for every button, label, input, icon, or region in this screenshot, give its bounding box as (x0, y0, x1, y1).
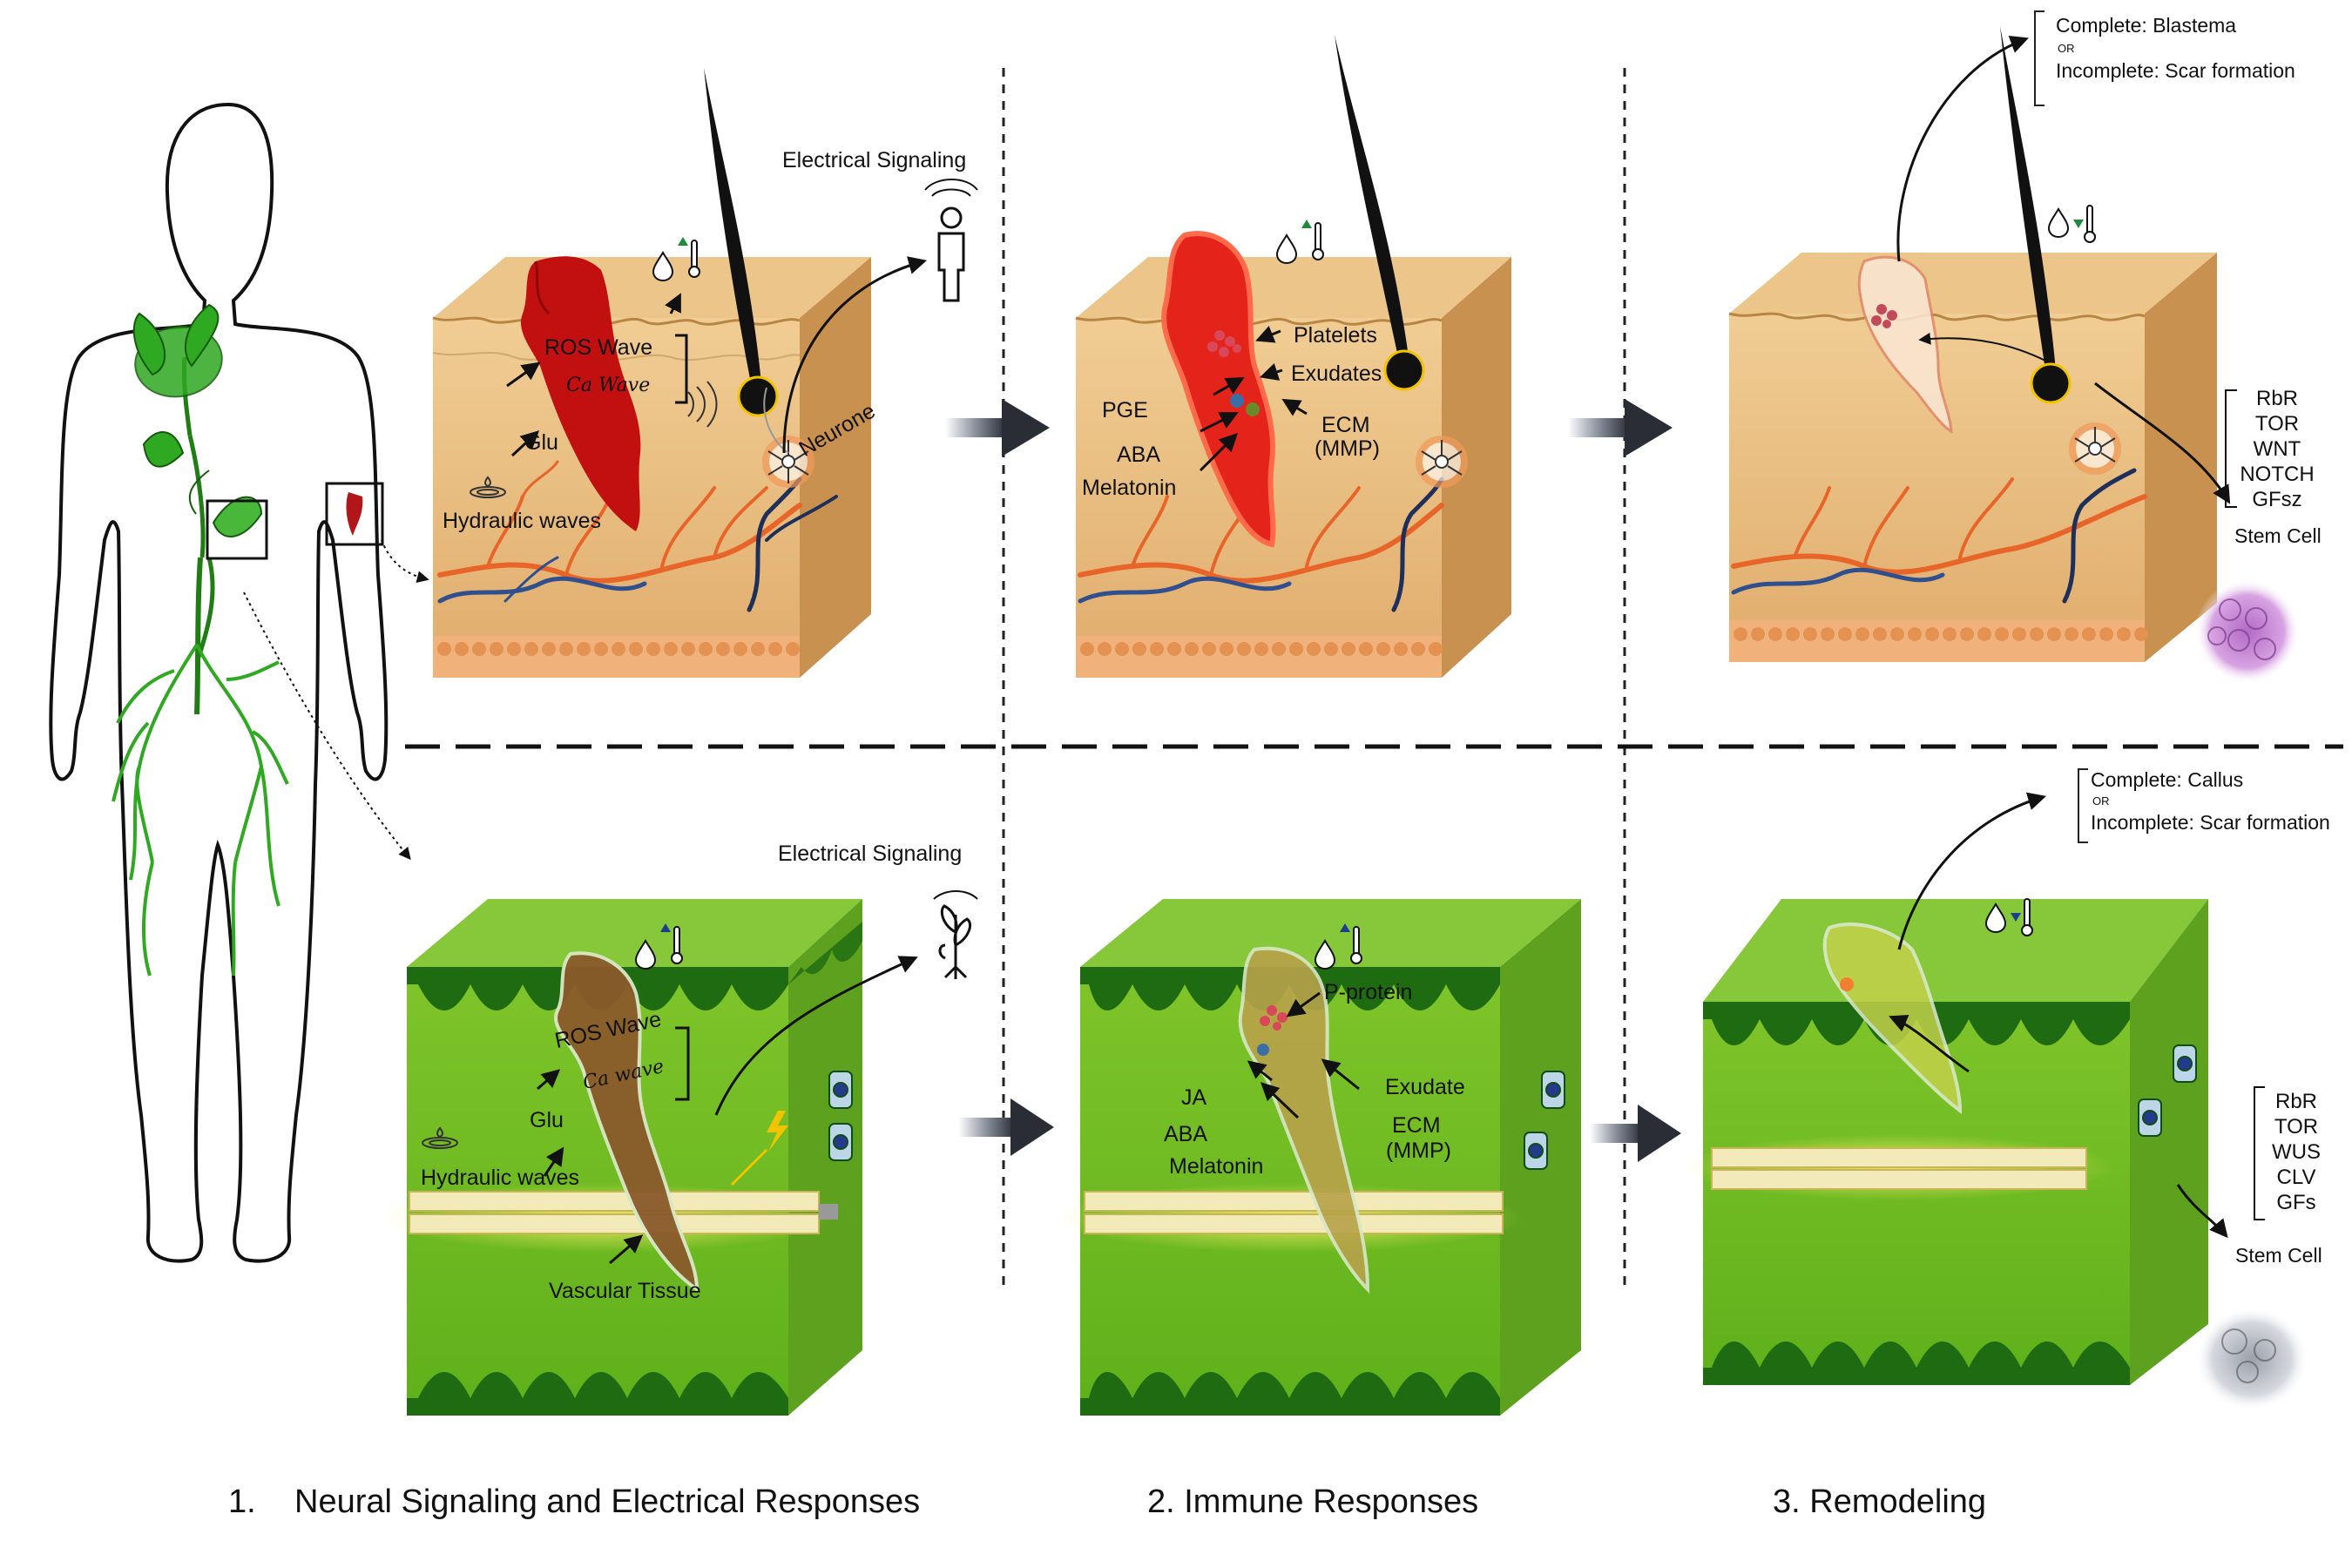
ph-drop-icon (2047, 205, 2096, 243)
skin-cube-3 (1728, 26, 2217, 662)
plant-wound-1 (554, 951, 700, 1293)
ecm-label-human: ECM (1321, 413, 1370, 437)
ripple-icon (422, 1126, 458, 1149)
melatonin-label-plant: Melatonin (1169, 1154, 1264, 1179)
transition-arrow-3 (958, 1098, 1054, 1156)
ripple-icon (470, 476, 506, 498)
outcome-complete-plant: Complete: Callus (2091, 768, 2244, 791)
hair-shaft-3 (2000, 26, 2056, 370)
stem-cell-icon (2195, 1307, 2308, 1411)
pathway-item: GFsz (2252, 488, 2302, 511)
ph-drop-icon (1314, 923, 1362, 970)
exudates-label: Exudates (1291, 362, 1382, 386)
stem-cell-icon (2195, 579, 2300, 684)
zoom-arrow-plant (243, 591, 411, 861)
pathway-item: NOTCH (2240, 463, 2315, 486)
aba-label-human: ABA (1117, 443, 1161, 467)
pathway-item: TOR (2254, 412, 2300, 436)
transition-arrow-2 (1568, 399, 1673, 456)
electrical-signaling-plant: Electrical Signaling (778, 841, 963, 866)
electrical-signaling-human: Electrical Signaling (782, 148, 967, 172)
lightning-icon (767, 1111, 788, 1152)
ph-drop-icon (1984, 898, 2033, 936)
ph-drop-icon (634, 923, 683, 970)
outcome-or-plant: OR (2092, 794, 2110, 808)
section-title-immune: 2. Immune Responses (1147, 1484, 1479, 1520)
pge-label: PGE (1102, 398, 1148, 422)
plant-cube-2 (1054, 899, 1581, 1416)
ja-label: JA (1181, 1085, 1207, 1110)
platelet-cluster (1207, 330, 1241, 357)
outcome-or-human: OR (2058, 42, 2075, 55)
hydraulic-waves-plant: Hydraulic waves (421, 1166, 580, 1190)
ecm-label-plant: ECM (1392, 1113, 1441, 1138)
plant-zoom-box (206, 499, 268, 560)
glu-plant: Glu (530, 1108, 564, 1132)
inner-plant (112, 303, 289, 977)
pathway-item: RbR (2255, 387, 2298, 410)
platelets-label: Platelets (1294, 323, 1377, 348)
leaf-cluster (132, 303, 263, 537)
section-title-neural: Neural Signaling and Electrical Response… (294, 1484, 921, 1520)
vascular-bundle (379, 1183, 838, 1253)
ros-wave-human: ROS Wave (544, 335, 653, 360)
pathway-list-plant: RbR TOR WUS CLV GFs (2265, 1089, 2328, 1215)
zoom-arrow-skin (381, 539, 429, 584)
pathway-item: RbR (2274, 1090, 2317, 1113)
arm-wound (346, 492, 363, 536)
pathway-item: TOR (2274, 1115, 2319, 1139)
melatonin-label-human: Melatonin (1082, 476, 1177, 500)
mmp-label-human: (MMP) (1315, 436, 1380, 461)
skin-wound-1 (521, 256, 641, 531)
plant-cube-1 (379, 899, 862, 1416)
outcome-bracket-plant (2078, 768, 2088, 843)
skin-wound-3 (1857, 255, 1953, 434)
plant-cube-3 (1681, 898, 2208, 1385)
pathway-item: WNT (2253, 437, 2301, 461)
outcome-incomplete-plant: Incomplete: Scar formation (2091, 811, 2330, 834)
pathway-item: GFs (2276, 1191, 2316, 1214)
outcome-incomplete-human: Incomplete: Scar formation (2056, 59, 2295, 82)
glu-human: Glu (524, 430, 558, 455)
aba-label-plant: ABA (1164, 1122, 1208, 1146)
ph-drop-icon (652, 237, 700, 282)
vascular-tissue-label: Vascular Tissue (549, 1279, 701, 1303)
section-title-remodeling: 3. Remodeling (1773, 1484, 1987, 1520)
stem-cell-label-plant: Stem Cell (2235, 1244, 2322, 1267)
neuron-cell (762, 436, 814, 488)
skin-zoom-box (325, 482, 384, 546)
pathway-list-human: RbR TOR WNT NOTCH GFsz (2237, 386, 2317, 512)
pathway-item: WUS (2272, 1140, 2321, 1164)
skin-wound-2 (1161, 231, 1276, 548)
person-signal-icon (924, 179, 978, 302)
plant-wound-2 (1238, 946, 1370, 1294)
hair-shaft-1 (704, 68, 761, 383)
section-number-1: 1. (228, 1484, 256, 1520)
hydraulic-waves-human: Hydraulic waves (443, 509, 602, 533)
ca-wave-human: Ca Wave (566, 375, 651, 396)
transition-arrow-1 (945, 399, 1050, 456)
ph-drop-icon (1275, 220, 1324, 265)
exudate-label: Exudate (1385, 1075, 1465, 1099)
p-protein-label: P-protein (1324, 980, 1413, 1004)
hair-shaft-2 (1335, 35, 1409, 357)
plant-signal-icon (933, 890, 978, 979)
mmp-label-plant: (MMP) (1386, 1139, 1451, 1163)
transition-arrow-4 (1590, 1105, 1681, 1162)
pathway-item: CLV (2276, 1166, 2316, 1189)
outcome-bracket-human (2034, 10, 2044, 106)
human-figure-icon (49, 102, 389, 1263)
outcome-complete-human: Complete: Blastema (2056, 14, 2237, 37)
stem-cell-label-human: Stem Cell (2234, 524, 2322, 547)
skin-cube-2 (1075, 35, 1511, 678)
